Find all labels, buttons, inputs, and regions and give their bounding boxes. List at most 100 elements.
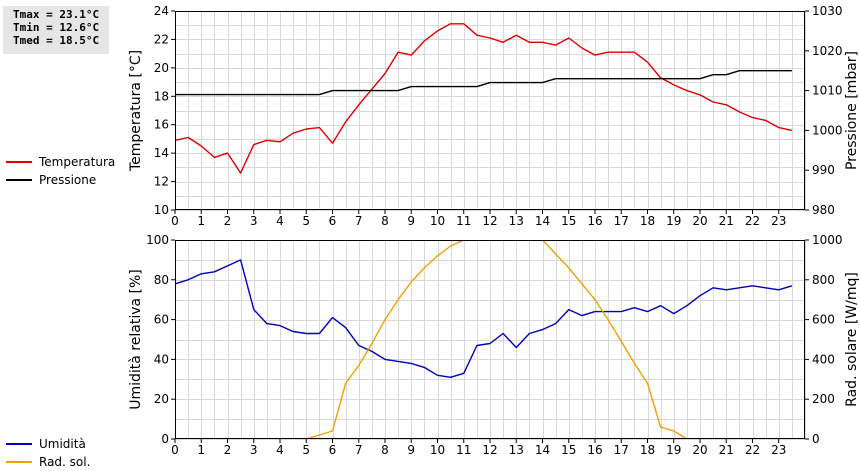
series-line	[175, 259, 793, 378]
legend-label-temperatura: Temperatura	[39, 155, 116, 169]
x-tick-label: 6	[329, 443, 337, 457]
x-tick-label: 14	[535, 443, 550, 457]
legend-swatch-temperatura	[6, 161, 32, 163]
x-tick-label: 7	[355, 443, 363, 457]
x-tick-label: 2	[224, 214, 232, 228]
x-tick-label: 9	[407, 214, 415, 228]
legend-swatch-umidita	[6, 443, 32, 445]
x-tick-label: 1	[197, 214, 205, 228]
y-left-tick-label: 24	[154, 4, 169, 18]
x-tick-label: 14	[535, 214, 550, 228]
y-right-tick-label: 1030	[812, 4, 843, 18]
x-tick-label: 12	[482, 214, 497, 228]
x-tick-label: 9	[407, 443, 415, 457]
y-left-tick-label: 22	[154, 32, 169, 46]
grid	[175, 240, 806, 440]
x-tick-label: 8	[381, 443, 389, 457]
y-left-tick-label: 18	[154, 89, 169, 103]
x-tick-label: 13	[509, 214, 524, 228]
y-right-tick-label: 800	[812, 273, 835, 287]
x-tick-label: 11	[456, 443, 471, 457]
y-left-tick-label: 20	[154, 61, 169, 75]
y-left-axis-label: Umidità relativa [%]	[128, 269, 144, 410]
x-tick-label: 21	[719, 214, 734, 228]
legend-label-pressione: Pressione	[39, 173, 97, 187]
y-right-tick-label: 990	[812, 163, 835, 177]
series-temperatura	[175, 23, 793, 174]
tmed-label: Tmed = 18.5°C	[13, 34, 100, 47]
weather-charts: 0 1 2 3 4 5 6 7 8 9 10 11 12 13 14 15 16 17 18 19 20 21 22 2310…	[128, 4, 860, 457]
x-tick-label: 23	[771, 443, 786, 457]
y-left-tick-label: 10	[154, 203, 169, 217]
series-line	[175, 23, 793, 174]
series-umidit-	[175, 259, 793, 378]
x-tick-label: 5	[302, 214, 310, 228]
x-tick-label: 4	[276, 443, 284, 457]
y-right-tick-label: 600	[812, 313, 835, 327]
y-right-axis-label: Rad. solare [W/mq]	[844, 272, 860, 407]
legend-swatch-pressione	[6, 179, 32, 181]
x-tick-label: 4	[276, 214, 284, 228]
y-left-tick-label: 40	[154, 352, 169, 366]
x-tick-label: 16	[587, 443, 602, 457]
x-tick-label: 18	[640, 443, 655, 457]
x-tick-label: 15	[561, 443, 576, 457]
x-tick-label: 2	[224, 443, 232, 457]
x-tick-label: 5	[302, 443, 310, 457]
y-right-tick-label: 1020	[812, 44, 843, 58]
series-pressione	[175, 69, 792, 96]
y-right-tick-label: 1010	[812, 84, 843, 98]
y-left-axis-label: Temperatura [°C]	[128, 50, 144, 172]
x-tick-label: 11	[456, 214, 471, 228]
y-left-tick-label: 60	[154, 313, 169, 327]
y-right-tick-label: 400	[812, 352, 835, 366]
y-left-tick-label: 80	[154, 273, 169, 287]
legend-label-umidita: Umidità	[39, 437, 86, 451]
x-tick-label: 17	[614, 214, 629, 228]
chart-panel-2: 0 1 2 3 4 5 6 7 8 9 10 11 12 13 14 15 16 17 18 19 20 21 22 2302…	[128, 233, 860, 457]
legend-swatch-rad-sol	[6, 461, 32, 463]
y-left-tick-label: 16	[154, 118, 169, 132]
tmax-label: Tmax = 23.1°C	[13, 8, 100, 21]
x-tick-label: 13	[509, 443, 524, 457]
plot-frame	[175, 240, 805, 439]
x-tick-label: 1	[197, 443, 205, 457]
stats-box: Tmax = 23.1°C Tmin = 12.6°C Tmed = 18.5°…	[3, 6, 109, 54]
tmin-label: Tmin = 12.6°C	[13, 21, 100, 34]
x-tick-label: 0	[171, 214, 179, 228]
x-tick-label: 17	[614, 443, 629, 457]
y-right-tick-label: 980	[812, 203, 835, 217]
x-tick-label: 0	[171, 443, 179, 457]
x-tick-label: 3	[250, 214, 258, 228]
x-tick-label: 10	[430, 443, 445, 457]
x-tick-label: 23	[771, 214, 786, 228]
x-tick-label: 7	[355, 214, 363, 228]
x-tick-label: 19	[666, 443, 681, 457]
x-tick-label: 3	[250, 443, 258, 457]
x-tick-label: 12	[482, 443, 497, 457]
y-right-tick-label: 1000	[812, 123, 843, 137]
y-left-tick-label: 20	[154, 392, 169, 406]
y-right-tick-label: 1000	[812, 233, 843, 247]
x-tick-label: 6	[329, 214, 337, 228]
y-left-tick-label: 12	[154, 175, 169, 189]
x-tick-label: 20	[692, 443, 707, 457]
chart-panel-1: 0 1 2 3 4 5 6 7 8 9 10 11 12 13 14 15 16 17 18 19 20 21 22 2310…	[128, 4, 860, 228]
y-left-tick-label: 14	[154, 146, 169, 160]
x-tick-label: 20	[692, 214, 707, 228]
x-tick-label: 18	[640, 214, 655, 228]
y-left-tick-label: 0	[161, 432, 169, 446]
x-tick-label: 22	[745, 214, 760, 228]
x-tick-label: 10	[430, 214, 445, 228]
plot-frame	[175, 11, 805, 210]
x-tick-label: 19	[666, 214, 681, 228]
x-tick-label: 22	[745, 443, 760, 457]
y-right-tick-label: 0	[812, 432, 820, 446]
x-tick-label: 21	[719, 443, 734, 457]
y-left-tick-label: 100	[146, 233, 169, 247]
y-right-tick-label: 200	[812, 392, 835, 406]
x-tick-label: 16	[587, 214, 602, 228]
series-line	[175, 69, 792, 96]
x-tick-label: 8	[381, 214, 389, 228]
x-tick-label: 15	[561, 214, 576, 228]
